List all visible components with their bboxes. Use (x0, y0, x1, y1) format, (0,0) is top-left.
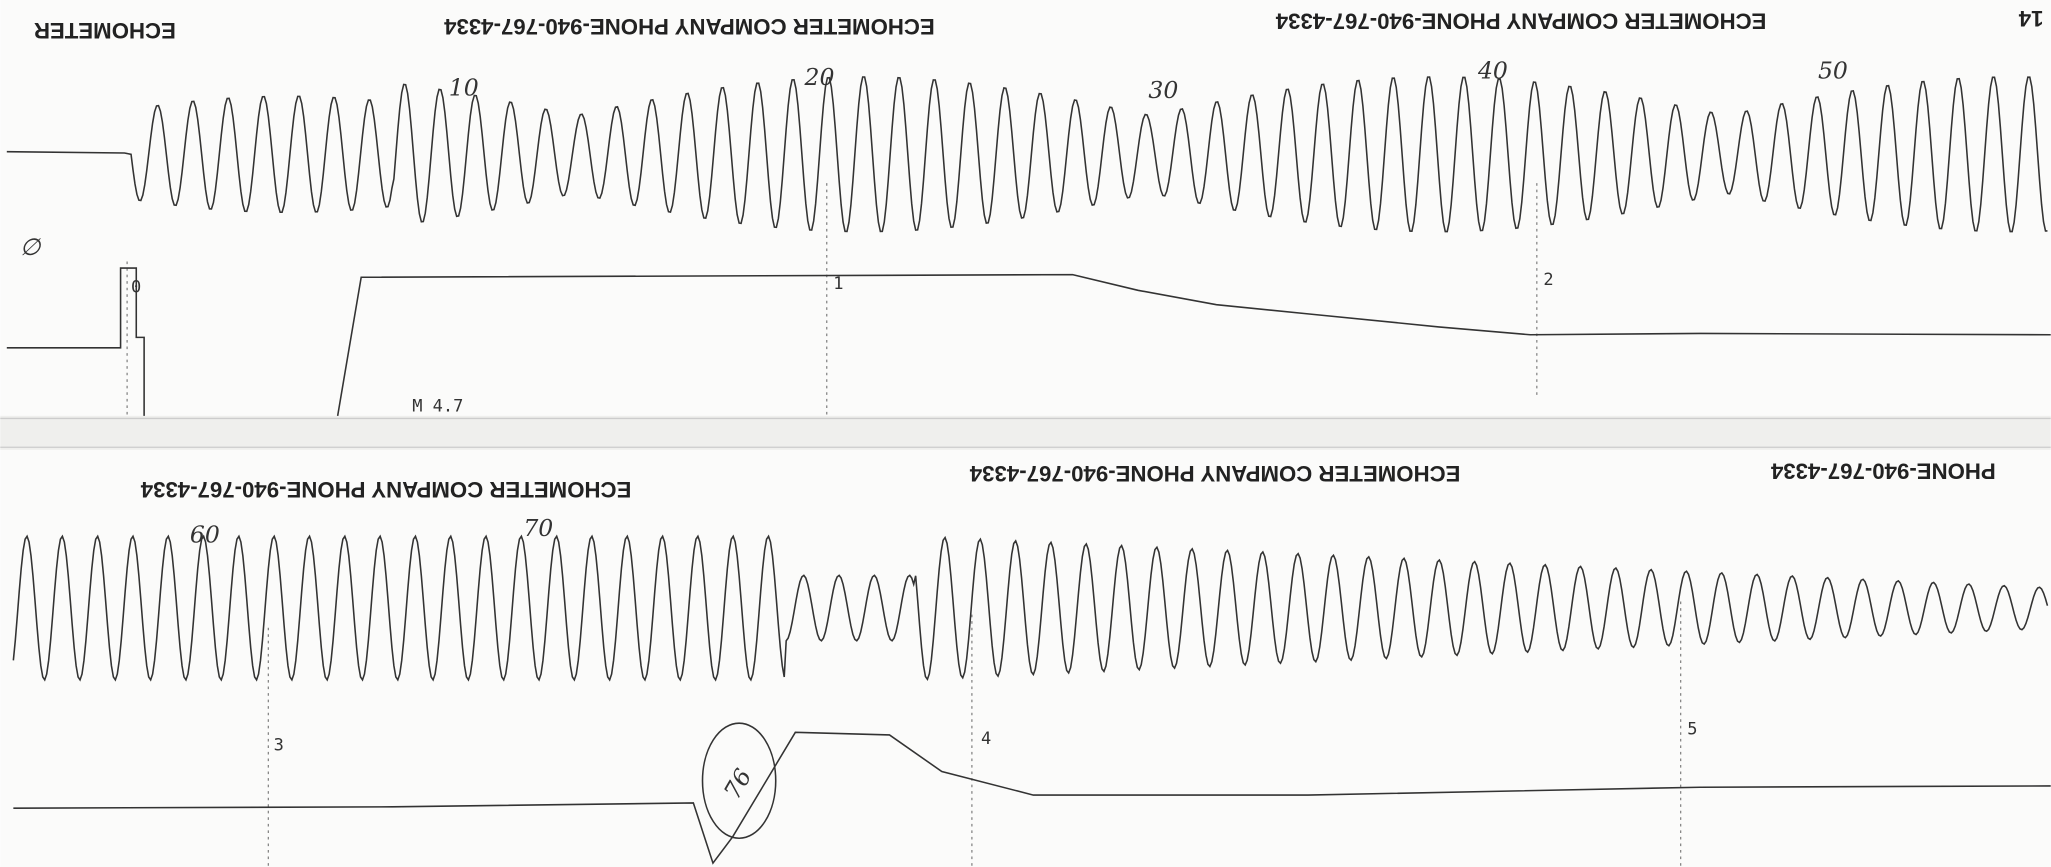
marker-trace (13, 731, 2051, 865)
echo-trace (6, 76, 2048, 233)
note: M 4.7 (412, 397, 463, 417)
time-mark: 4 (981, 729, 991, 749)
note: 50 (1818, 56, 1848, 84)
time-mark: 5 (1687, 720, 1697, 740)
note-circle (701, 722, 777, 840)
header: PHONE-940-767-4334 (1770, 459, 1995, 484)
time-mark: 2 (1543, 270, 1553, 290)
header: ECHOMETER COMPANY PHONE-940-767-4334 (1275, 9, 1766, 34)
header: ECHOMETER COMPANY PHONE-940-767-4334 (443, 14, 934, 39)
header: 14 (2018, 6, 2043, 31)
marker-trace (6, 267, 145, 416)
header: ECHOMETER COMPANY PHONE-940-767-4334 (969, 461, 1460, 486)
header: ECHOMETER COMPANY PHONE-940-767-4334 (140, 477, 631, 502)
note: 30 (1148, 76, 1178, 104)
marker-trace (336, 273, 2051, 416)
note: 40 (1477, 56, 1508, 84)
time-mark: 1 (833, 274, 843, 294)
header: ECHOMETER (34, 18, 176, 43)
note: 60 (190, 521, 220, 549)
strip-gap (0, 415, 2051, 450)
note: 70 (523, 514, 553, 542)
note: ∅ (20, 233, 42, 261)
echo-trace (12, 534, 2049, 682)
time-mark: 3 (274, 735, 284, 755)
